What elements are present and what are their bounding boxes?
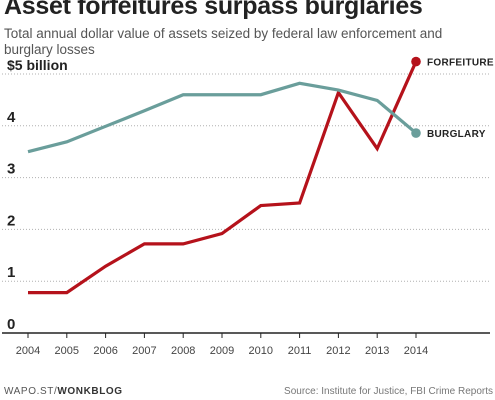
end-point-burglary [411, 128, 421, 138]
chart-subtitle: Total annual dollar value of assets seiz… [4, 26, 443, 57]
x-tick-label-2014: 2014 [404, 345, 428, 357]
end-point-forfeiture [411, 56, 421, 67]
y-tick-label-5: $5 billion [7, 57, 68, 73]
y-tick-label-3: 3 [7, 161, 15, 178]
brand-name: WONKBLOG [57, 386, 123, 397]
series-line-burglary [27, 81, 418, 154]
grid-lines [2, 73, 490, 282]
series-label-forfeiture: FORFEITURE [427, 58, 494, 69]
y-tick-label-4: 4 [7, 109, 16, 126]
y-tick-label-0: 0 [7, 316, 15, 333]
series-labels: FORFEITURE BURGLARY [427, 58, 494, 140]
x-tick-label-2008: 2008 [171, 345, 195, 357]
x-tick-label-2006: 2006 [93, 345, 117, 357]
x-tick-label-2004: 2004 [16, 345, 40, 357]
x-tick-label-2009: 2009 [210, 345, 234, 357]
series-line-forfeiture [28, 60, 418, 295]
y-tick-label-1: 1 [7, 264, 15, 281]
x-tick-label-2013: 2013 [365, 345, 389, 357]
x-tick-label-2012: 2012 [326, 345, 350, 357]
source-credit: Source: Institute for Justice, FBI Crime… [284, 386, 493, 397]
x-tick-label-2007: 2007 [132, 345, 156, 357]
brand-credit: WAPO.ST/WONKBLOG [4, 386, 123, 397]
x-tick-label-2005: 2005 [55, 345, 79, 357]
series-lines [27, 56, 421, 295]
y-axis-ticks: 0 1 2 3 4 $5 billion [7, 57, 68, 333]
series-label-burglary: BURGLARY [427, 129, 486, 140]
chart-title: Asset forfeitures surpass burglaries [4, 0, 423, 20]
x-axis: 2004 2005 2006 2007 2008 2009 2010 2011 2012 2013… [2, 332, 490, 357]
x-tick-label-2010: 2010 [249, 345, 273, 357]
y-tick-label-2: 2 [7, 212, 15, 229]
x-tick-label-2011: 2011 [288, 345, 312, 357]
brand-prefix: WAPO.ST/ [4, 386, 58, 397]
